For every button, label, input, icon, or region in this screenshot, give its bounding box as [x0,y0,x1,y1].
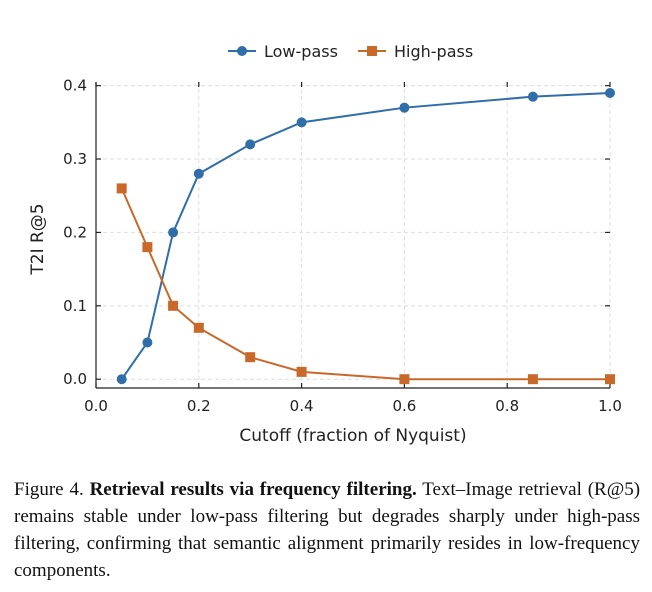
y-tick-label: 0.3 [63,150,87,168]
data-point-low-pass [142,337,153,348]
data-point-high-pass [296,366,307,377]
series-line-high-pass [120,188,610,381]
legend-item-high-pass: High-pass [358,42,473,61]
legend-label-low-pass: Low-pass [264,42,338,61]
data-point-high-pass [527,374,538,385]
figure-caption: Figure 4. Retrieval results via frequenc… [14,476,640,584]
y-tick-label: 0.2 [63,223,87,241]
data-point-high-pass [142,242,153,253]
caption-body: Text–Image retrieval (R@5) remains stabl… [14,479,641,581]
caption-figure-label: Figure 4. [14,479,84,500]
data-point-high-pass [168,300,179,311]
legend-marker-low-pass [237,46,247,56]
legend: Low-pass High-pass [228,42,473,61]
series-line-low-pass [120,92,611,380]
series-high-pass [116,183,615,385]
x-tick-label: 0.2 [187,397,211,415]
data-point-high-pass [116,183,127,194]
axes-frame [95,82,610,389]
data-point-high-pass [399,374,410,385]
x-tick-label: 0.8 [495,397,519,415]
data-point-low-pass [527,91,538,102]
data-point-low-pass [193,168,204,179]
series-low-pass [116,88,615,385]
data-point-low-pass [296,117,307,128]
x-tick-label: 0.6 [392,397,416,415]
data-point-high-pass [245,352,256,363]
y-axis-label: T2I R@5 [28,203,48,275]
legend-marker-high-pass [367,46,377,56]
data-point-high-pass [193,322,204,333]
data-point-low-pass [245,139,256,150]
data-point-high-pass [605,374,615,385]
data-series [116,88,615,385]
y-tick-label: 0.4 [63,77,87,95]
x-tick-label: 0.0 [84,397,108,415]
data-point-low-pass [605,88,615,99]
legend-item-low-pass: Low-pass [228,42,338,61]
line-chart: 0.0 0.2 0.4 0.6 0.8 1.0 0.0 0.1 0.2 0.3 0.4 Low-pa… [28,42,622,446]
data-point-low-pass [399,102,410,113]
caption-title: Retrieval results via frequency filterin… [89,479,417,500]
y-tick-label: 0.1 [63,297,87,315]
y-tick-label: 0.0 [63,370,87,388]
x-axis-label: Cutoff (fraction of Nyquist) [239,426,466,446]
data-point-low-pass [168,227,179,238]
data-point-low-pass [116,374,127,385]
x-tick-label: 0.4 [290,397,314,415]
axis-ticks: 0.0 0.2 0.4 0.6 0.8 1.0 0.0 0.1 0.2 0.3 0.4 [63,77,622,415]
legend-label-high-pass: High-pass [394,42,473,61]
x-tick-label: 1.0 [598,397,622,415]
